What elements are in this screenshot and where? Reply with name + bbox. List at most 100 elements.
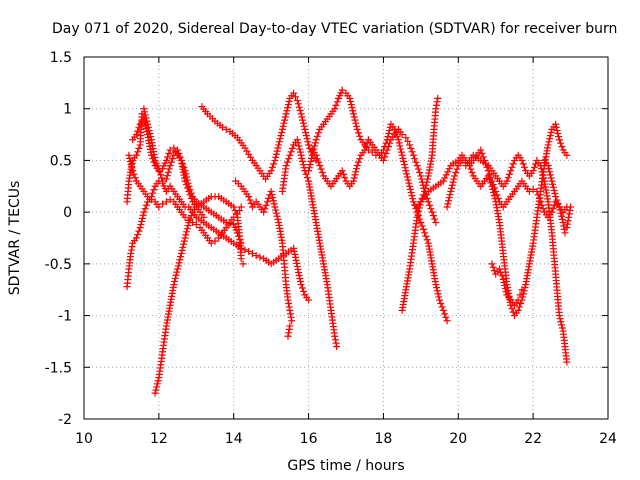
data-point <box>305 167 313 175</box>
data-point-marker <box>515 303 523 311</box>
data-point-marker <box>419 191 427 199</box>
data-point-marker <box>302 129 310 137</box>
data-point-marker <box>407 188 415 196</box>
data-point <box>413 213 421 221</box>
series-arc-3 <box>125 151 245 247</box>
data-point <box>398 151 406 159</box>
data-point-marker <box>552 123 560 131</box>
data-point <box>561 229 569 237</box>
data-point-marker <box>171 274 179 282</box>
data-point-marker <box>426 201 434 209</box>
data-point-marker <box>489 263 497 271</box>
data-point <box>406 141 414 149</box>
data-point-marker <box>176 256 184 264</box>
data-point-marker <box>262 201 270 209</box>
data-point <box>398 131 406 139</box>
x-tick-label: 22 <box>524 431 542 447</box>
data-point-marker <box>403 173 411 181</box>
data-point-marker <box>347 101 355 109</box>
data-point-marker <box>399 154 407 162</box>
data-point-marker <box>354 158 362 166</box>
data-point-marker <box>269 194 277 202</box>
data-point <box>286 322 294 330</box>
data-point <box>383 136 391 144</box>
data-point-marker <box>231 206 239 214</box>
data-point-marker <box>539 171 547 179</box>
data-point <box>525 187 533 195</box>
data-point <box>181 213 189 221</box>
series-arc-15 <box>488 260 526 309</box>
data-point-marker <box>274 215 282 223</box>
data-point-marker <box>304 138 312 146</box>
data-point-marker <box>418 222 426 230</box>
data-point-marker <box>431 215 439 223</box>
data-point-marker <box>317 165 325 173</box>
data-point-marker <box>167 158 175 166</box>
data-point-marker <box>546 132 554 140</box>
data-point <box>252 252 260 260</box>
data-point-marker <box>274 144 282 152</box>
data-point-marker <box>554 130 562 138</box>
data-point <box>286 306 294 314</box>
data-point <box>127 250 135 258</box>
data-point-marker <box>356 132 364 140</box>
data-point-marker <box>550 201 558 209</box>
data-point-marker <box>173 268 181 276</box>
data-point-marker <box>130 170 138 178</box>
data-point-marker <box>269 197 277 205</box>
data-point-marker <box>134 127 142 135</box>
data-point <box>200 213 208 221</box>
data-point-marker <box>421 184 429 192</box>
data-point-marker <box>555 133 563 141</box>
y-tick-label: 1 <box>63 102 72 118</box>
data-point-marker <box>444 168 452 176</box>
data-point-marker <box>141 118 149 126</box>
data-point-marker <box>549 180 557 188</box>
data-point-marker <box>246 196 254 204</box>
data-point-marker <box>346 97 354 105</box>
data-point <box>192 221 200 229</box>
data-point-marker <box>179 243 187 251</box>
data-point-marker <box>222 125 230 133</box>
data-point-marker <box>549 183 557 191</box>
data-point <box>297 110 305 118</box>
data-point-marker <box>449 178 457 186</box>
data-point-marker <box>281 113 289 121</box>
data-point-marker <box>500 278 508 286</box>
data-point-marker <box>286 310 294 318</box>
data-point <box>185 187 193 195</box>
data-point-marker <box>557 209 565 217</box>
data-point-marker <box>292 256 300 264</box>
data-point-marker <box>268 191 276 199</box>
data-point-marker <box>138 217 146 225</box>
data-point-marker <box>273 212 281 220</box>
data-point-marker <box>141 111 149 119</box>
data-point-marker <box>553 126 561 134</box>
data-point-marker <box>137 221 145 229</box>
data-point-marker <box>277 132 285 140</box>
data-point-marker <box>315 158 323 166</box>
data-point-marker <box>295 142 303 150</box>
data-point <box>563 151 571 159</box>
data-point-marker <box>241 246 249 254</box>
data-point-marker <box>400 157 408 165</box>
data-point-marker <box>502 288 510 296</box>
data-point-marker <box>126 157 134 165</box>
data-point-marker <box>142 201 150 209</box>
data-point <box>140 208 148 216</box>
data-point <box>495 265 503 273</box>
data-point <box>286 151 294 159</box>
data-point-marker <box>139 211 147 219</box>
data-point-marker <box>149 189 157 197</box>
data-point-marker <box>422 232 430 240</box>
data-point-marker <box>406 185 414 193</box>
data-point-marker <box>354 129 362 137</box>
data-point-marker <box>248 250 256 258</box>
data-point <box>260 208 268 216</box>
data-point <box>417 172 425 180</box>
data-point-marker <box>409 195 417 203</box>
data-point-marker <box>427 205 435 213</box>
data-point <box>207 239 215 247</box>
data-point-marker <box>296 148 304 156</box>
data-point-marker <box>564 217 572 225</box>
